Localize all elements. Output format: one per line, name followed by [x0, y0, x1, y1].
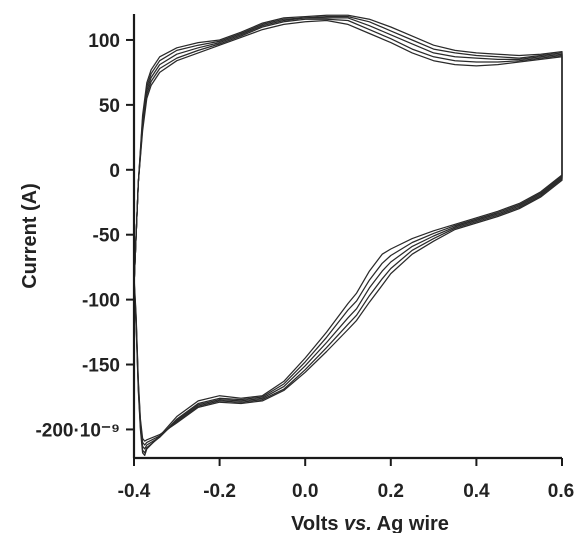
x-tick-label: 0.4 [463, 481, 490, 502]
y-tick-label: 50 [99, 96, 120, 117]
x-axis-ticks: -0.4 -0.2 0.0 0.2 0.4 0.6 [118, 458, 574, 502]
plot-traces [133, 14, 563, 457]
y-tick-label: -150 [82, 356, 120, 377]
y-tick-label: -200·10⁻⁹ [35, 420, 120, 441]
y-tick-label: -100 [82, 291, 120, 312]
x-tick-label: -0.4 [118, 481, 151, 502]
x-axis-title: Volts vs. Ag wire [291, 513, 449, 533]
x-tick-label: 0.2 [378, 481, 404, 502]
cv-trace-4 [133, 15, 563, 446]
cv-trace-1 [133, 19, 563, 457]
y-axis-ticks: 100 50 0 -50 -100 -150 -200·10⁻⁹ [35, 31, 134, 441]
cv-trace-5 [133, 14, 563, 442]
cv-trace-2 [133, 18, 563, 454]
axes [132, 14, 562, 460]
x-tick-label: -0.2 [203, 481, 236, 502]
y-tick-label: 0 [109, 161, 120, 182]
y-tick-label: 100 [88, 31, 120, 52]
y-axis-title: Current (A) [19, 183, 41, 289]
cv-trace-3 [133, 17, 563, 450]
x-tick-label: 0.6 [548, 481, 574, 502]
x-tick-label: 0.0 [292, 481, 318, 502]
y-tick-label: -50 [93, 226, 120, 247]
